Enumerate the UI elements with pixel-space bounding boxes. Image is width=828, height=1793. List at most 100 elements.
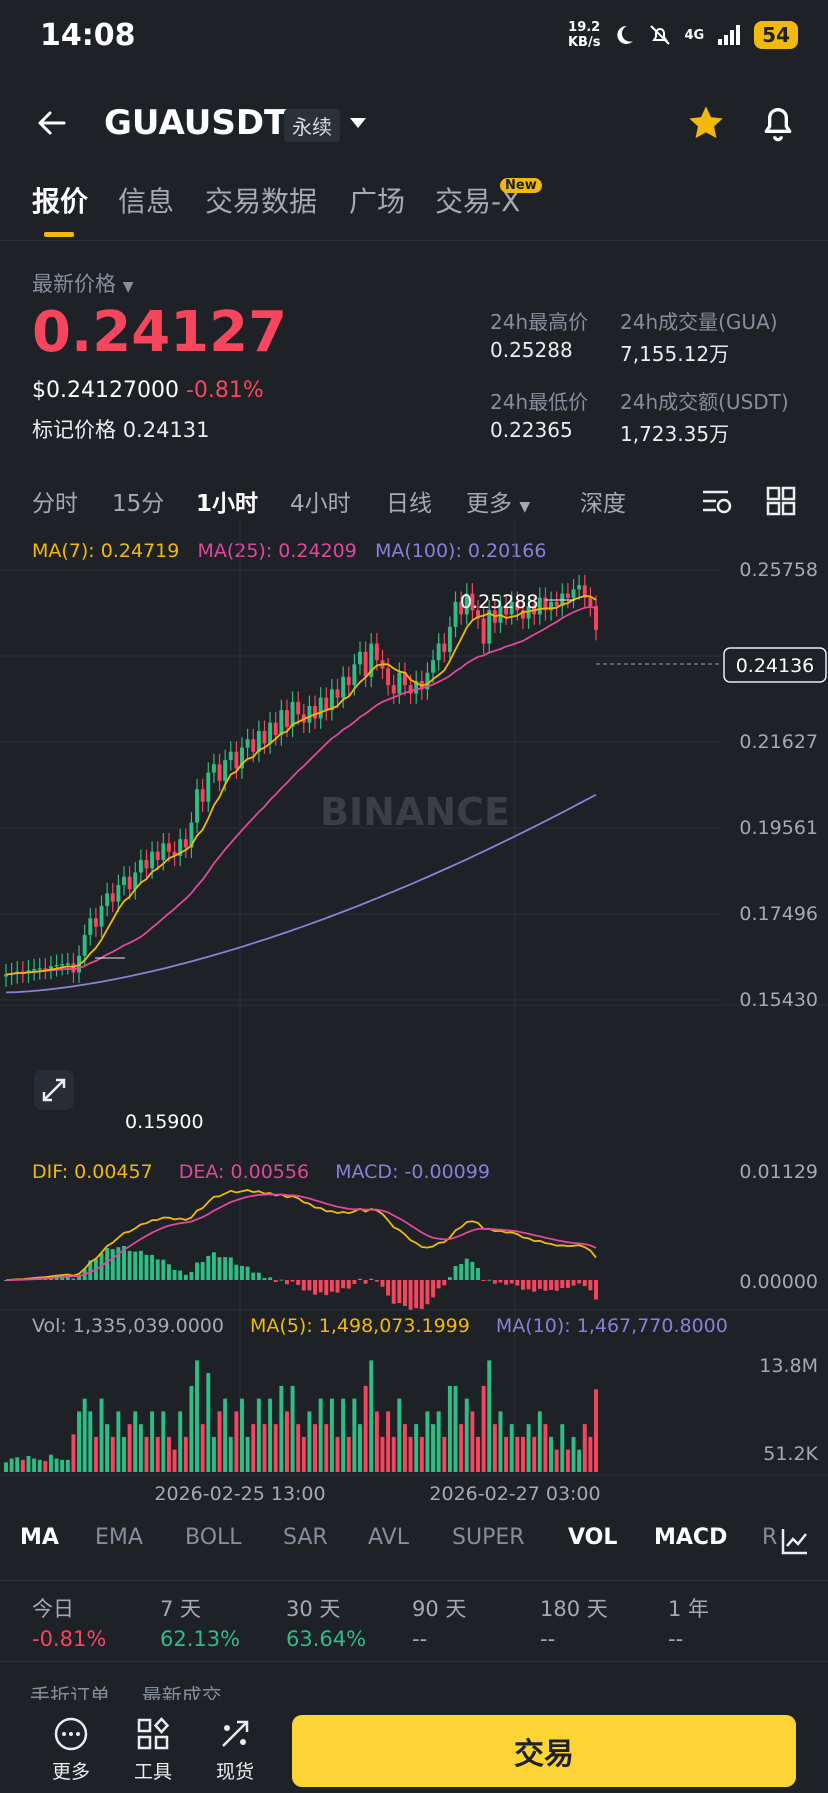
candle-body — [329, 689, 334, 711]
indicator-super[interactable]: SUPER — [452, 1525, 525, 1550]
mark-price: 标记价格 0.24131 — [32, 418, 210, 442]
candle-body — [60, 964, 65, 966]
macd-histogram-bar — [560, 1280, 565, 1289]
candle-body — [307, 705, 312, 723]
candle-body — [436, 643, 441, 661]
volume-bar — [195, 1360, 200, 1472]
tab-square[interactable]: 广场 — [349, 185, 406, 218]
interval-more[interactable]: 更多 ▼ — [466, 491, 531, 517]
volume-bar — [374, 1411, 379, 1472]
candle-body — [425, 672, 430, 690]
chart-settings-icon[interactable] — [700, 486, 734, 516]
macd-histogram-bar — [245, 1266, 250, 1280]
volume-bar — [279, 1385, 284, 1472]
ma100-label: MA(100): 0.20166 — [374, 540, 547, 562]
indicator-bar: MA EMA BOLL SAR AVL SUPER VOL MACD R — [0, 1525, 828, 1565]
volume-bar — [442, 1436, 447, 1472]
indicator-boll[interactable]: BOLL — [185, 1525, 242, 1550]
macd-histogram-bar — [228, 1257, 233, 1280]
grid-layout-icon[interactable] — [766, 486, 796, 516]
tab-quote[interactable]: 报价 — [32, 185, 89, 218]
new-badge: New — [500, 178, 542, 193]
macd-histogram-bar — [313, 1280, 318, 1295]
macd-histogram-bar — [492, 1280, 497, 1284]
volume-bar — [166, 1436, 171, 1472]
macd-histogram-bar — [481, 1280, 486, 1281]
candle-body — [386, 668, 391, 686]
battery-indicator: 54 — [754, 21, 798, 49]
macd-histogram-bar — [195, 1262, 200, 1280]
price-axis-tick: 0.15430 — [739, 989, 818, 1011]
period-value: -- — [412, 1627, 428, 1651]
candle-body — [183, 839, 188, 848]
macd-histogram-bar — [447, 1277, 452, 1280]
volume-bar — [60, 1459, 65, 1472]
macd-histogram-bar — [150, 1254, 155, 1280]
macd-histogram-bar — [110, 1249, 115, 1280]
macd-histogram-bar — [358, 1278, 362, 1280]
interval-timeline[interactable]: 分时 — [32, 491, 78, 517]
volume-bar — [341, 1398, 346, 1472]
macd-histogram-bar — [459, 1263, 464, 1280]
interval-1d[interactable]: 日线 — [386, 491, 432, 517]
binance-watermark: BINANCE — [320, 790, 510, 834]
indicator-r[interactable]: R — [762, 1525, 778, 1550]
volume-bar — [71, 1434, 76, 1472]
more-button[interactable]: 更多 — [36, 1716, 106, 1784]
tab-trading-data[interactable]: 交易数据 — [205, 185, 318, 218]
favorite-star-icon[interactable] — [686, 103, 726, 143]
tools-button[interactable]: 工具 — [118, 1716, 188, 1784]
kline-chart[interactable]: BINANCE 0.257580.236920.216270.195610.17… — [0, 520, 828, 1520]
depth-tab[interactable]: 深度 — [580, 491, 626, 517]
macd-histogram-bar — [307, 1280, 312, 1291]
tab-info[interactable]: 信息 — [118, 185, 175, 218]
volume-bar — [352, 1398, 357, 1472]
turnover-24h-value: 1,723.35万 — [620, 422, 730, 446]
latest-price-label[interactable]: 最新价格 ▼ — [32, 272, 134, 296]
indicator-avl[interactable]: AVL — [368, 1525, 409, 1550]
symbol-title[interactable]: GUAUSDT — [104, 103, 288, 143]
candle-body — [256, 730, 261, 752]
indicator-macd[interactable]: MACD — [654, 1525, 728, 1550]
volume-bar — [560, 1424, 565, 1472]
dif-line — [5, 1189, 597, 1281]
main-tabs: 报价 信息 交易数据 广场 交易-X — [0, 180, 828, 241]
indicator-ma[interactable]: MA — [20, 1525, 59, 1550]
indicator-ema[interactable]: EMA — [95, 1525, 143, 1550]
macd-histogram-bar — [565, 1280, 570, 1288]
candle-body — [54, 964, 59, 967]
volume-bar — [301, 1436, 306, 1472]
volume-bar — [386, 1411, 391, 1472]
interval-15m[interactable]: 15分 — [112, 491, 165, 517]
volume-bar — [256, 1398, 261, 1472]
volume-bar — [526, 1424, 531, 1472]
volume-bar — [588, 1436, 593, 1472]
active-tab-indicator — [44, 232, 74, 237]
trade-button[interactable]: 交易 — [292, 1715, 796, 1787]
volume-bar — [48, 1454, 53, 1472]
macd-histogram-bar — [537, 1280, 542, 1289]
tools-grid-icon — [137, 1717, 170, 1750]
indicator-vol[interactable]: VOL — [568, 1525, 618, 1550]
volume-bar — [155, 1436, 160, 1472]
bell-icon[interactable] — [758, 101, 798, 145]
interval-1h[interactable]: 1小时 — [196, 491, 259, 517]
indicator-settings-icon[interactable] — [780, 1526, 810, 1556]
volume-bar — [577, 1449, 582, 1472]
expand-chart-icon[interactable] — [34, 1070, 74, 1110]
spot-button[interactable]: 现货 — [200, 1716, 270, 1784]
interval-4h[interactable]: 4小时 — [290, 491, 351, 517]
macd-histogram-bar — [442, 1280, 447, 1286]
candle-body — [509, 601, 514, 615]
candle-body — [138, 860, 143, 873]
status-bar: 14:08 19.2 KB/s 4G 54 — [0, 0, 828, 75]
macd-histogram-bar — [526, 1280, 531, 1290]
chevron-down-icon[interactable] — [348, 115, 368, 131]
last-price: 0.24127 — [32, 300, 288, 365]
back-arrow-icon[interactable] — [34, 105, 70, 141]
period-label: 1 年 — [668, 1597, 710, 1621]
macd-histogram-bar — [335, 1280, 340, 1293]
volume-bar — [172, 1449, 177, 1472]
indicator-sar[interactable]: SAR — [283, 1525, 328, 1550]
macd-histogram-bar — [341, 1280, 346, 1289]
